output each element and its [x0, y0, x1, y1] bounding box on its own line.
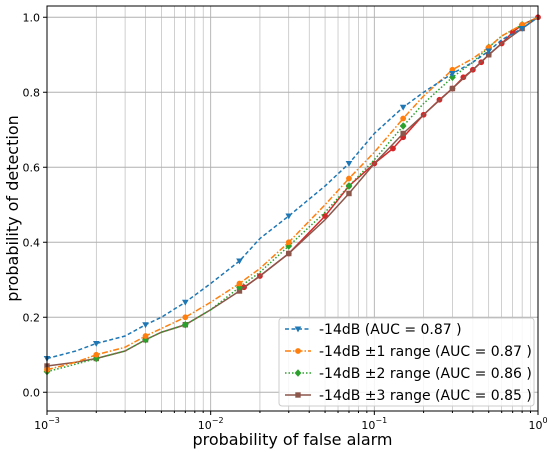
data-point — [400, 115, 407, 122]
x-axis-label: probability of false alarm — [192, 430, 392, 449]
series-line — [46, 16, 539, 360]
axis-ticks: 0.0 0.2 0.4 0.6 0.8 1.0 10−3 10−2 10−1 100 — [23, 11, 548, 432]
data-point — [181, 321, 189, 329]
legend-marker — [294, 369, 302, 377]
x-tick-label: 10−3 — [34, 416, 60, 432]
y-axis-label: probability of detection — [3, 115, 22, 302]
y-tick-label: 0.6 — [23, 161, 41, 174]
y-tick-label: 1.0 — [23, 11, 41, 24]
data-point — [346, 175, 352, 182]
data-point — [485, 48, 493, 55]
legend-label: -14dB ±2 range (AUC = 0.86 ) — [319, 366, 532, 382]
data-point — [345, 161, 353, 167]
data-point — [142, 322, 149, 329]
data-point — [142, 333, 149, 339]
x-tick-label: 10−1 — [361, 416, 387, 432]
data-point — [449, 71, 456, 77]
y-tick-label: 0.4 — [23, 236, 41, 249]
legend-label: -14dB ±1 range (AUC = 0.87 ) — [319, 344, 532, 360]
legend: -14dB (AUC = 0.87 ) -14dB ±1 range (AUC =… — [278, 317, 535, 407]
data-point — [182, 299, 189, 306]
legend-marker — [295, 392, 301, 398]
data-point — [400, 130, 406, 137]
series-line — [46, 16, 539, 371]
series-line — [46, 16, 539, 373]
data-point — [399, 104, 407, 111]
data-point — [449, 73, 456, 81]
data-point — [236, 280, 243, 287]
legend-box — [278, 317, 535, 407]
data-point — [236, 258, 243, 265]
legend-marker — [295, 348, 301, 354]
data-point — [92, 340, 100, 347]
data-point — [345, 182, 353, 190]
data-point — [182, 314, 189, 321]
data-point — [93, 351, 100, 358]
data-point — [346, 190, 352, 197]
data-point — [285, 239, 292, 246]
y-tick-label: 0.2 — [23, 311, 41, 324]
data-point — [390, 145, 396, 152]
data-point — [460, 74, 467, 81]
data-point — [399, 122, 407, 130]
y-tick-label: 0.0 — [23, 386, 41, 399]
data-point — [449, 85, 456, 92]
plot-frame — [46, 5, 539, 412]
data-point — [518, 25, 526, 32]
legend-label: -14dB (AUC = 0.87 ) — [319, 322, 462, 338]
legend-label: -14dB ±3 range (AUC = 0.85 ) — [319, 388, 532, 404]
y-tick-label: 0.8 — [23, 86, 41, 99]
x-tick-label: 100 — [528, 416, 547, 432]
data-point — [285, 213, 293, 220]
data-point — [286, 250, 292, 257]
legend-marker — [294, 326, 302, 333]
x-tick-label: 10−2 — [198, 416, 224, 432]
